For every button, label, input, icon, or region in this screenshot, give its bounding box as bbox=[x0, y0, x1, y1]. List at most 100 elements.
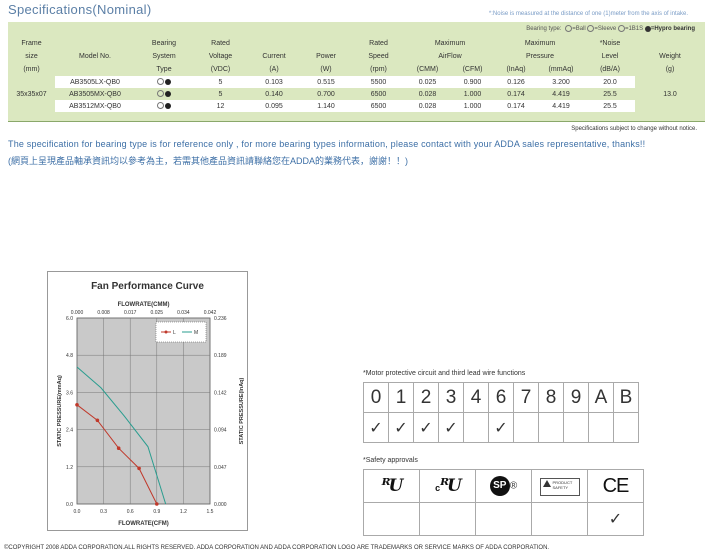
motor-digit-B: B bbox=[613, 382, 639, 413]
weight-cell: 13.0 bbox=[635, 88, 705, 100]
y-tick-label: 2.4 bbox=[66, 428, 73, 434]
y-axis-label: STATIC PRESSURE(mmAq) bbox=[57, 375, 63, 447]
safety-check-empty bbox=[419, 502, 476, 536]
info-chinese: (網頁上呈現產品軸承資訊均以參考為主，若需其他產品資訊請聯絡您在ADDA的業務代… bbox=[8, 156, 409, 166]
cul-logo-cell: cᴿU bbox=[419, 469, 476, 503]
motor-check-empty bbox=[538, 412, 564, 443]
bearing-legend-label: Bearing type: bbox=[526, 26, 562, 33]
th-voltage: Voltage bbox=[208, 53, 233, 60]
th-model: Model No. bbox=[79, 53, 111, 60]
x2-tick-label: 0.017 bbox=[124, 310, 137, 316]
safety-logo-row: ᴿU cᴿU SP ® PRODUCT SAFETY CE bbox=[363, 469, 644, 503]
header-row-2: size Model No. System Voltage Current Po… bbox=[8, 50, 705, 63]
check-icon: ✓ bbox=[388, 412, 414, 443]
chart-title: Fan Performance Curve bbox=[91, 281, 204, 292]
header-row-1: Frame Bearing Rated Rated Maximum Maximu… bbox=[8, 37, 705, 50]
model-cell: AB3512MX-QB0 bbox=[55, 100, 135, 112]
x2-tick-label: 0.008 bbox=[97, 310, 110, 316]
x2-tick-label: 0.042 bbox=[204, 310, 217, 316]
hypro-icon bbox=[165, 78, 172, 85]
s1b1s-icon bbox=[617, 25, 625, 32]
th-frame: Frame bbox=[21, 40, 42, 47]
safety-check-empty bbox=[475, 502, 532, 536]
ball-icon bbox=[565, 25, 573, 32]
bearing-legend-ball: =Ball bbox=[572, 26, 586, 33]
y2-tick-label: 0.189 bbox=[214, 353, 227, 359]
header-row-3: (mm) Type (VDC) (A) (W) (rpm) (CMM) (CFM… bbox=[23, 66, 675, 73]
sleeve-icon bbox=[156, 90, 164, 98]
safety-check-empty bbox=[531, 502, 588, 536]
table-row: AB3512MX-QB0 12 0.095 1.140 6500 0.028 1… bbox=[8, 100, 705, 112]
motor-digit-4: 4 bbox=[463, 382, 489, 413]
th-size: size bbox=[25, 53, 38, 60]
data-point-L bbox=[95, 418, 100, 423]
bearing-type-cell bbox=[135, 76, 193, 88]
th-airflow: AirFlow bbox=[438, 53, 462, 60]
ul-logo-icon: ᴿU bbox=[381, 476, 404, 496]
hypro-icon bbox=[644, 25, 651, 32]
x2-tick-label: 0.025 bbox=[151, 310, 164, 316]
sleeve-icon bbox=[587, 25, 595, 32]
csa-logo-cell: SP ® bbox=[475, 469, 532, 503]
motor-digit-0: 0 bbox=[363, 382, 389, 413]
motor-digit-A: A bbox=[588, 382, 614, 413]
y2-tick-label: 0.094 bbox=[214, 428, 227, 434]
ce-logo-icon: CE bbox=[602, 474, 630, 497]
cul-logo-icon: ᴿU bbox=[440, 476, 462, 496]
spec-table-panel: Bearing type: =Ball =Sleeve =1B1S =Hypro… bbox=[8, 22, 705, 132]
y2-tick-label: 0.236 bbox=[214, 316, 227, 322]
series-line-M bbox=[76, 366, 167, 505]
th-max-airflow: Maximum bbox=[434, 40, 466, 47]
x-tick-label: 0.3 bbox=[100, 509, 107, 515]
bearing-legend: Bearing type: =Ball =Sleeve =1B1S =Hypro… bbox=[526, 25, 695, 32]
info-english: The specification for bearing type is fo… bbox=[8, 139, 646, 149]
motor-digit-7: 7 bbox=[513, 382, 539, 413]
th-speed: Speed bbox=[368, 53, 389, 60]
legend-label-M: M bbox=[194, 330, 198, 336]
th-pressure: Pressure bbox=[525, 53, 554, 60]
motor-digit-6: 6 bbox=[488, 382, 514, 413]
y-tick-label: 3.6 bbox=[66, 390, 73, 396]
spec-table: Frame Bearing Rated Rated Maximum Maximu… bbox=[8, 37, 705, 112]
th-level: Level bbox=[601, 53, 619, 60]
data-point-L bbox=[137, 466, 141, 471]
y2-tick-label: 0.000 bbox=[214, 502, 227, 508]
legend-label-L: L bbox=[173, 330, 176, 336]
y2-tick-label: 0.142 bbox=[214, 390, 227, 396]
hypro-icon bbox=[165, 102, 172, 109]
ul-logo-cell: ᴿU bbox=[363, 469, 420, 503]
x-tick-label: 0.0 bbox=[74, 509, 81, 515]
hypro-icon bbox=[165, 90, 172, 97]
legend-box bbox=[155, 321, 207, 343]
safety-check-row: ✓ bbox=[363, 502, 644, 536]
motor-check-row: ✓ ✓ ✓ ✓ ✓ bbox=[363, 412, 639, 443]
bearing-type-cell bbox=[135, 88, 193, 100]
noise-note: *:Noise is measured at the distance of o… bbox=[488, 11, 688, 17]
motor-digit-9: 9 bbox=[563, 382, 589, 413]
fan-performance-curve: Fan Performance Curve 0.0 0.000 0.3 0.008 0.… bbox=[47, 271, 248, 531]
csa-logo-icon: SP bbox=[489, 476, 510, 496]
th-system: System bbox=[152, 53, 176, 60]
x-tick-label: 1.5 bbox=[207, 509, 214, 515]
motor-digit-1: 1 bbox=[388, 382, 414, 413]
safety-approvals-table: ᴿU cᴿU SP ® PRODUCT SAFETY CE ✓ bbox=[363, 469, 644, 536]
sleeve-icon bbox=[156, 102, 164, 110]
y2-axis-label: STATIC PRESSURE(InAq) bbox=[239, 377, 245, 444]
motor-label: *Motor protective circuit and third lead… bbox=[363, 370, 526, 377]
x-tick-label: 1.2 bbox=[180, 509, 187, 515]
th-rated-speed: Rated bbox=[369, 40, 388, 47]
plot-area bbox=[76, 317, 211, 505]
motor-digit-8: 8 bbox=[538, 382, 564, 413]
motor-digit-3: 3 bbox=[438, 382, 464, 413]
tuv-logo-icon: PRODUCT SAFETY bbox=[539, 478, 580, 496]
y-tick-label: 6.0 bbox=[66, 316, 73, 322]
model-cell: AB3505LX-QB0 bbox=[55, 76, 135, 88]
check-icon: ✓ bbox=[438, 412, 464, 443]
y-tick-label: 0.0 bbox=[66, 502, 73, 508]
motor-check-empty bbox=[463, 412, 489, 443]
table-row: AB3505LX-QB0 5 0.103 0.515 5500 0.025 0.… bbox=[8, 76, 705, 88]
x2-tick-label: 0.000 bbox=[71, 310, 84, 316]
bearing-legend-sleeve: =Sleeve bbox=[594, 26, 617, 33]
